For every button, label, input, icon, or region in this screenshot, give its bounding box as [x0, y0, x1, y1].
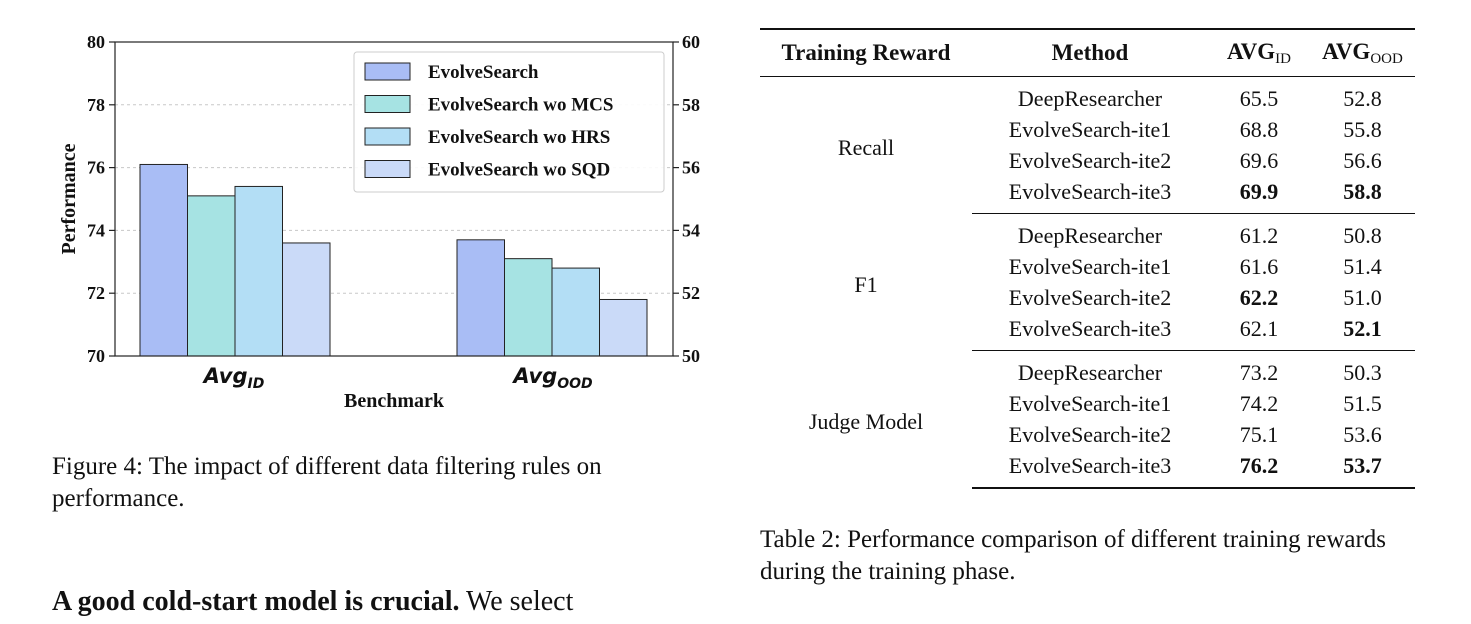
cell-method: EvolveSearch-ite1 — [1008, 116, 1172, 142]
cell-avg-id: 75.1 — [1239, 421, 1279, 447]
right-tick-label: 50 — [682, 346, 700, 366]
cell-avg-id: 65.5 — [1239, 85, 1279, 111]
bar-evolvesearch-wo-mcs-ood — [504, 258, 553, 357]
right-tick-label: 60 — [682, 32, 700, 52]
cell-method: DeepResearcher — [1017, 222, 1163, 248]
plot-frame — [114, 41, 674, 357]
cell-method: EvolveSearch-ite3 — [972, 176, 1208, 214]
legend-swatch — [364, 95, 411, 113]
cell-method: EvolveSearch-ite3 — [972, 313, 1208, 351]
cell-avg-id: 62.1 — [1208, 313, 1310, 351]
left-tick-label: 76 — [87, 158, 105, 178]
cell-method: EvolveSearch-ite2 — [1008, 421, 1172, 447]
table-row: EvolveSearch-ite3 76.2 53.7 — [760, 450, 1415, 489]
legend-swatch — [364, 62, 411, 81]
bar-evolvesearch-wo-sqd-ood — [599, 298, 648, 357]
table-row: EvolveSearch-ite2 75.1 53.6 — [760, 419, 1415, 450]
table-row: EvolveSearch-ite1 68.8 55.8 — [760, 114, 1415, 145]
bar-evolvesearch-wo-hrs-id — [234, 185, 283, 357]
table-row: Recall DeepResearcher 65.5 52.8 — [760, 77, 1415, 161]
table-header-row: Training Reward Method AVGID AVGOOD — [760, 29, 1415, 77]
cell-avg-ood: 50.8 — [1343, 222, 1382, 248]
y-axis-title: Performance — [58, 143, 80, 254]
cell-avg-id: 61.2 — [1239, 222, 1279, 248]
left-tick-label: 80 — [87, 32, 105, 52]
figure-caption: Figure 4: The impact of different data f… — [52, 453, 602, 512]
bar-evolvesearch-wo-sqd-id — [282, 242, 331, 357]
cell-avg-ood: 56.6 — [1343, 147, 1382, 173]
header-avg-id: AVGID — [1227, 38, 1291, 67]
table-row: EvolveSearch-ite3 69.9 58.8 — [760, 176, 1415, 214]
figure-4: 70 72 74 76 78 80 50 52 54 56 58 60 EvolveSearch Evo… — [0, 0, 740, 430]
results-table: Training Reward Method AVGID AVGOOD Reca… — [760, 28, 1415, 489]
left-tick-label: 70 — [87, 346, 105, 366]
legend-label: EvolveSearch — [428, 62, 539, 83]
header-training-reward: Training Reward — [781, 40, 951, 65]
header-avg-ood: AVGOOD — [1322, 38, 1403, 67]
bar-evolvesearch-wo-hrs-ood — [551, 267, 600, 357]
cell-method: EvolveSearch-ite1 — [1008, 253, 1172, 279]
cell-avg-ood: 55.8 — [1343, 116, 1382, 142]
cell-avg-id: 62.2 — [1239, 284, 1279, 310]
table-row: EvolveSearch-ite1 74.2 51.5 — [760, 388, 1415, 419]
cell-method: DeepResearcher — [1017, 359, 1163, 385]
left-tick-label: 78 — [87, 95, 105, 115]
left-tick-label: 74 — [87, 220, 105, 240]
cell-method: EvolveSearch-ite3 — [972, 450, 1208, 489]
body-paragraph: A good cold-start model is crucial. We s… — [52, 585, 714, 619]
cell-avg-id: 74.2 — [1239, 390, 1279, 416]
cell-avg-ood: 53.6 — [1343, 421, 1382, 447]
cell-avg-id: 69.9 — [1208, 176, 1310, 214]
cell-training-reward: Recall — [837, 135, 895, 161]
table-row: EvolveSearch-ite1 61.6 51.4 — [760, 251, 1415, 282]
table-row: EvolveSearch-ite2 62.2 51.0 — [760, 282, 1415, 313]
cell-avg-ood: 51.5 — [1343, 390, 1382, 416]
cell-training-reward: Judge Model — [808, 409, 924, 435]
cell-avg-id: 61.6 — [1239, 253, 1279, 279]
bar-evolvesearch-id — [139, 163, 188, 357]
cell-avg-id: 68.8 — [1239, 116, 1279, 142]
table-2: Training Reward Method AVGID AVGOOD Reca… — [760, 28, 1415, 489]
right-tick-label: 54 — [682, 220, 700, 240]
legend-label: EvolveSearch wo MCS — [428, 95, 613, 116]
right-tick-label: 52 — [682, 283, 700, 303]
cell-avg-ood: 50.3 — [1343, 359, 1382, 385]
category-label-id: AvgID — [202, 364, 265, 392]
cell-avg-id: 73.2 — [1239, 359, 1279, 385]
right-tick-label: 56 — [682, 158, 700, 178]
legend-swatch — [364, 160, 411, 178]
right-tick-label: 58 — [682, 95, 700, 115]
left-tick-label: 72 — [87, 283, 105, 303]
cell-method: EvolveSearch-ite2 — [1008, 147, 1172, 173]
cell-method: DeepResearcher — [1017, 85, 1163, 111]
cell-avg-id: 69.6 — [1239, 147, 1279, 173]
cell-avg-ood: 51.0 — [1343, 284, 1382, 310]
table-row: Judge Model DeepResearcher 73.2 50.3 — [760, 351, 1415, 435]
x-axis-title: Benchmark — [344, 390, 445, 412]
cell-method: EvolveSearch-ite2 — [1008, 284, 1172, 310]
table-row: F1 DeepResearcher 61.2 50.8 — [760, 214, 1415, 298]
cell-avg-ood: 58.8 — [1310, 176, 1415, 214]
cell-avg-ood: 52.8 — [1343, 85, 1382, 111]
table-row: EvolveSearch-ite3 62.1 52.1 — [760, 313, 1415, 351]
paragraph-heading: A good cold-start model is crucial. — [52, 586, 460, 617]
legend-swatch — [364, 127, 411, 146]
cell-avg-ood: 51.4 — [1343, 253, 1382, 279]
category-label-ood: AvgOOD — [511, 364, 592, 392]
header-method: Method — [1051, 40, 1129, 65]
paragraph-text: We select — [459, 586, 574, 617]
cell-method: EvolveSearch-ite1 — [1008, 390, 1172, 416]
cell-training-reward: F1 — [854, 272, 878, 297]
legend-label: EvolveSearch wo HRS — [428, 127, 610, 148]
legend — [353, 51, 665, 193]
cell-avg-ood: 52.1 — [1310, 313, 1415, 351]
bar-chart: 70 72 74 76 78 80 50 52 54 56 58 60 EvolveSearch Evo… — [58, 32, 700, 412]
bar-evolvesearch-ood — [456, 239, 505, 357]
cell-avg-id: 76.2 — [1208, 450, 1310, 489]
legend-label: EvolveSearch wo SQD — [428, 160, 610, 181]
table-row: EvolveSearch-ite2 69.6 56.6 — [760, 145, 1415, 176]
cell-avg-ood: 53.7 — [1310, 450, 1415, 489]
bar-evolvesearch-wo-mcs-id — [187, 195, 236, 357]
table-caption: Table 2: Performance comparison of diffe… — [760, 526, 1387, 585]
